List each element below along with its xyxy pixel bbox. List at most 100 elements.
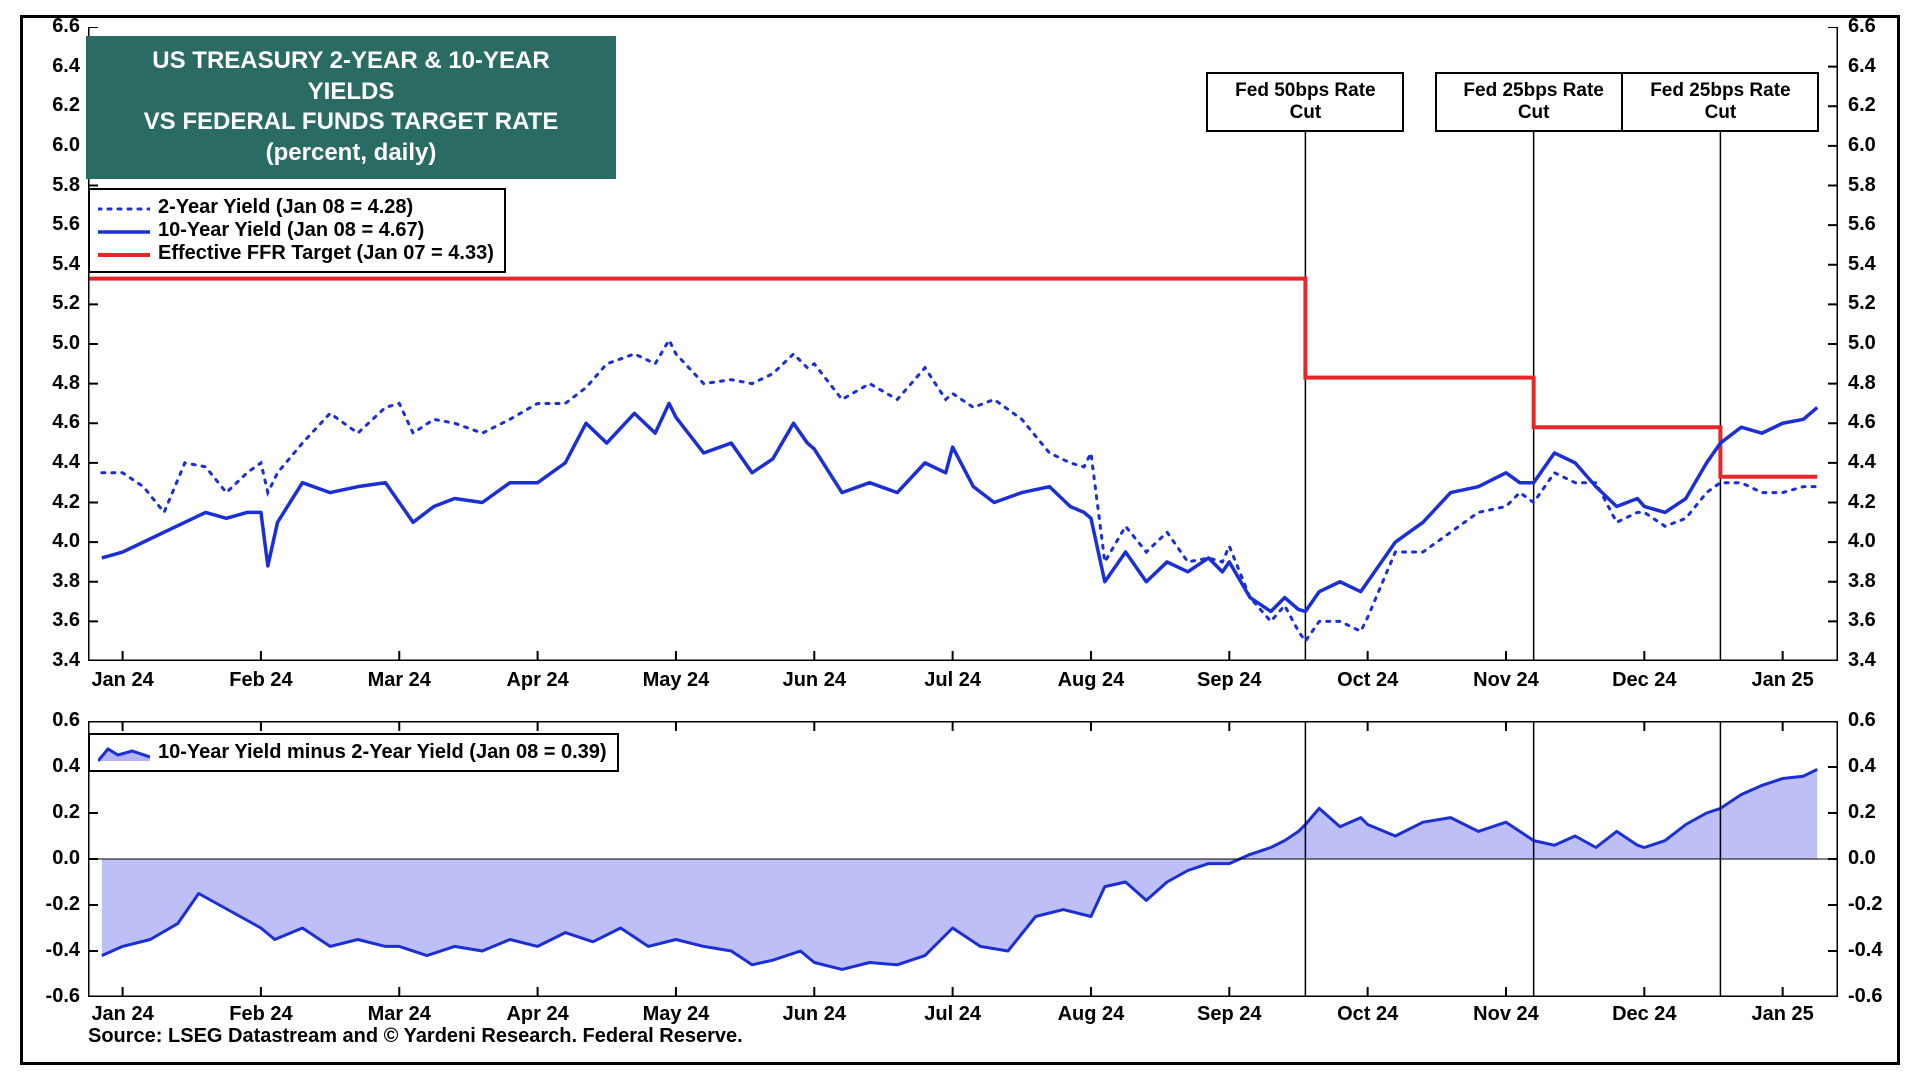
event-label: Cut xyxy=(1218,102,1392,124)
x-tick-label: Jun 24 xyxy=(774,669,854,692)
legend-swatch xyxy=(98,223,150,239)
x-tick-label: Oct 24 xyxy=(1328,1003,1408,1026)
y-tick-label: 3.8 xyxy=(1848,570,1876,593)
y-tick-label: 4.8 xyxy=(30,372,80,395)
y-tick-label: 0.0 xyxy=(1848,847,1876,870)
y-tick-label: 4.2 xyxy=(30,491,80,514)
x-tick-label: Feb 24 xyxy=(221,1003,301,1026)
y-tick-label: 6.2 xyxy=(1848,94,1876,117)
x-tick-label: Feb 24 xyxy=(221,669,301,692)
y-tick-label: 4.0 xyxy=(1848,530,1876,553)
chart-title: US TREASURY 2-YEAR & 10-YEAR YIELDS VS F… xyxy=(86,36,616,179)
top-legend: 2-Year Yield (Jan 08 = 4.28)10-Year Yiel… xyxy=(88,188,506,273)
event-annotation: Fed 25bps RateCut xyxy=(1435,72,1633,132)
y-tick-label: 6.4 xyxy=(1848,55,1876,78)
x-tick-label: Aug 24 xyxy=(1051,1003,1131,1026)
event-label: Fed 25bps Rate xyxy=(1633,80,1807,102)
legend-item: 2-Year Yield (Jan 08 = 4.28) xyxy=(98,196,494,219)
y-tick-label: 0.2 xyxy=(1848,801,1876,824)
legend-swatch xyxy=(98,745,150,761)
x-tick-label: Dec 24 xyxy=(1604,669,1684,692)
y-tick-label: 5.2 xyxy=(1848,292,1876,315)
y-tick-label: -0.2 xyxy=(1848,893,1882,916)
legend-swatch xyxy=(98,246,150,262)
x-tick-label: Nov 24 xyxy=(1466,1003,1546,1026)
legend-item: 10-Year Yield (Jan 08 = 4.67) xyxy=(98,219,494,242)
event-label: Cut xyxy=(1633,102,1807,124)
y-tick-label: 0.6 xyxy=(1848,709,1876,732)
x-tick-label: Jun 24 xyxy=(774,1003,854,1026)
y-tick-label: 5.8 xyxy=(30,174,80,197)
y-tick-label: 5.0 xyxy=(30,332,80,355)
legend-item: Effective FFR Target (Jan 07 = 4.33) xyxy=(98,242,494,265)
x-tick-label: Nov 24 xyxy=(1466,669,1546,692)
y-tick-label: 3.4 xyxy=(30,649,80,672)
y-tick-label: 5.6 xyxy=(1848,213,1876,236)
y-tick-label: 4.4 xyxy=(1848,451,1876,474)
y-tick-label: 5.6 xyxy=(30,213,80,236)
x-tick-label: Apr 24 xyxy=(498,669,578,692)
y-tick-label: 3.6 xyxy=(30,609,80,632)
legend-label: 10-Year Yield (Jan 08 = 4.67) xyxy=(158,219,424,242)
y-tick-label: 0.0 xyxy=(30,847,80,870)
title-line3: (percent, daily) xyxy=(108,138,594,169)
event-label: Fed 50bps Rate xyxy=(1218,80,1392,102)
x-tick-label: Apr 24 xyxy=(498,1003,578,1026)
y-tick-label: 4.2 xyxy=(1848,491,1876,514)
y-tick-label: 6.6 xyxy=(1848,15,1876,38)
x-tick-label: Oct 24 xyxy=(1328,669,1408,692)
title-line1: US TREASURY 2-YEAR & 10-YEAR YIELDS xyxy=(108,46,594,107)
source-text: Source: LSEG Datastream and © Yardeni Re… xyxy=(88,1025,743,1048)
y-tick-label: 0.2 xyxy=(30,801,80,824)
legend-label: Effective FFR Target (Jan 07 = 4.33) xyxy=(158,242,494,265)
x-tick-label: Jul 24 xyxy=(913,1003,993,1026)
y-tick-label: 4.8 xyxy=(1848,372,1876,395)
x-tick-label: Jan 25 xyxy=(1743,669,1823,692)
y-tick-label: 0.4 xyxy=(30,755,80,778)
y-tick-label: 4.6 xyxy=(30,411,80,434)
x-tick-label: Sep 24 xyxy=(1189,669,1269,692)
x-tick-label: May 24 xyxy=(636,1003,716,1026)
y-tick-label: 0.4 xyxy=(1848,755,1876,778)
bottom-legend: 10-Year Yield minus 2-Year Yield (Jan 08… xyxy=(88,733,619,772)
y-tick-label: -0.6 xyxy=(1848,985,1882,1008)
y-tick-label: 6.0 xyxy=(1848,134,1876,157)
x-tick-label: Mar 24 xyxy=(359,1003,439,1026)
y-tick-label: -0.4 xyxy=(30,939,80,962)
x-tick-label: Jan 25 xyxy=(1743,1003,1823,1026)
x-tick-label: Mar 24 xyxy=(359,669,439,692)
y-tick-label: 4.0 xyxy=(30,530,80,553)
event-label: Cut xyxy=(1447,102,1621,124)
y-tick-label: -0.4 xyxy=(1848,939,1882,962)
y-tick-label: 5.4 xyxy=(1848,253,1876,276)
x-tick-label: Dec 24 xyxy=(1604,1003,1684,1026)
y-tick-label: 3.6 xyxy=(1848,609,1876,632)
y-tick-label: 0.6 xyxy=(30,709,80,732)
y-tick-label: 6.4 xyxy=(30,55,80,78)
y-tick-label: 6.6 xyxy=(30,15,80,38)
y-tick-label: 5.2 xyxy=(30,292,80,315)
y-tick-label: 3.4 xyxy=(1848,649,1876,672)
legend-label: 10-Year Yield minus 2-Year Yield (Jan 08… xyxy=(158,741,607,764)
x-tick-label: Jul 24 xyxy=(913,669,993,692)
y-tick-label: 5.0 xyxy=(1848,332,1876,355)
y-tick-label: 6.2 xyxy=(30,94,80,117)
event-label: Fed 25bps Rate xyxy=(1447,80,1621,102)
x-tick-label: Jan 24 xyxy=(83,1003,163,1026)
event-annotation: Fed 25bps RateCut xyxy=(1621,72,1819,132)
x-tick-label: Jan 24 xyxy=(83,669,163,692)
x-tick-label: Sep 24 xyxy=(1189,1003,1269,1026)
y-tick-label: 5.8 xyxy=(1848,174,1876,197)
y-tick-label: -0.6 xyxy=(30,985,80,1008)
event-annotation: Fed 50bps RateCut xyxy=(1206,72,1404,132)
y-tick-label: 6.0 xyxy=(30,134,80,157)
title-line2: VS FEDERAL FUNDS TARGET RATE xyxy=(108,107,594,138)
chart-frame: US TREASURY 2-YEAR & 10-YEAR YIELDS VS F… xyxy=(20,15,1900,1065)
y-tick-label: 3.8 xyxy=(30,570,80,593)
x-tick-label: May 24 xyxy=(636,669,716,692)
y-tick-label: -0.2 xyxy=(30,893,80,916)
legend-swatch xyxy=(98,200,150,216)
legend-label: 2-Year Yield (Jan 08 = 4.28) xyxy=(158,196,413,219)
legend-item: 10-Year Yield minus 2-Year Yield (Jan 08… xyxy=(98,741,607,764)
y-tick-label: 5.4 xyxy=(30,253,80,276)
